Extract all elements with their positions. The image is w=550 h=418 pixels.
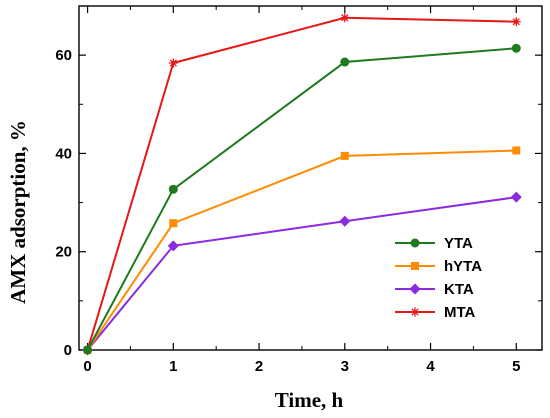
x-tick-label: 4 <box>426 358 435 375</box>
legend-label: hYTA <box>444 258 482 275</box>
plot-area <box>78 5 543 351</box>
data-point <box>83 345 93 355</box>
series-group <box>82 13 522 356</box>
x-tick-label: 3 <box>341 358 349 375</box>
series-line <box>86 47 517 351</box>
data-point <box>168 58 178 68</box>
legend-swatch-marker <box>410 238 420 248</box>
axis-ticks <box>79 5 542 351</box>
data-point <box>511 17 521 27</box>
data-point <box>169 219 178 228</box>
legend-label: KTA <box>444 281 474 298</box>
y-tick-label: 60 <box>55 47 72 64</box>
y-tick-label: 20 <box>55 244 72 261</box>
data-point <box>340 57 350 67</box>
legend-swatch-marker <box>409 283 421 295</box>
tick-labels: 0 1 2 3 4 5 0 20 40 60 <box>55 47 520 375</box>
y-tick-label: 0 <box>64 342 72 359</box>
x-tick-label: 0 <box>83 358 91 375</box>
x-tick-label: 5 <box>512 358 520 375</box>
data-point <box>339 215 351 227</box>
y-tick-label: 40 <box>55 145 72 162</box>
legend-swatch-marker <box>411 262 419 270</box>
legend-label: MTA <box>444 304 476 321</box>
series-line <box>86 196 517 351</box>
legend-item-kta: KTA <box>395 281 474 298</box>
plot-frame <box>78 5 543 351</box>
legend-item-mta: MTA <box>395 304 476 321</box>
data-point <box>510 191 522 203</box>
series-line <box>86 149 517 351</box>
series-line <box>86 16 517 351</box>
legend-item-hyta: hYTA <box>395 258 482 275</box>
data-point <box>168 184 178 194</box>
x-axis-title: Time, h <box>275 388 344 412</box>
data-point <box>340 151 349 160</box>
y-axis-title: AMX adsorption, % <box>6 120 30 304</box>
data-point <box>512 146 521 155</box>
data-point <box>511 43 521 53</box>
legend-swatch-marker <box>410 307 420 317</box>
legend: YTA hYTA KTA MTA <box>395 235 482 321</box>
data-point <box>167 240 179 252</box>
legend-label: YTA <box>444 235 473 252</box>
x-tick-label: 2 <box>255 358 263 375</box>
legend-item-yta: YTA <box>395 235 473 252</box>
series-yta <box>83 43 521 355</box>
x-tick-label: 1 <box>169 358 177 375</box>
data-point <box>340 13 350 23</box>
